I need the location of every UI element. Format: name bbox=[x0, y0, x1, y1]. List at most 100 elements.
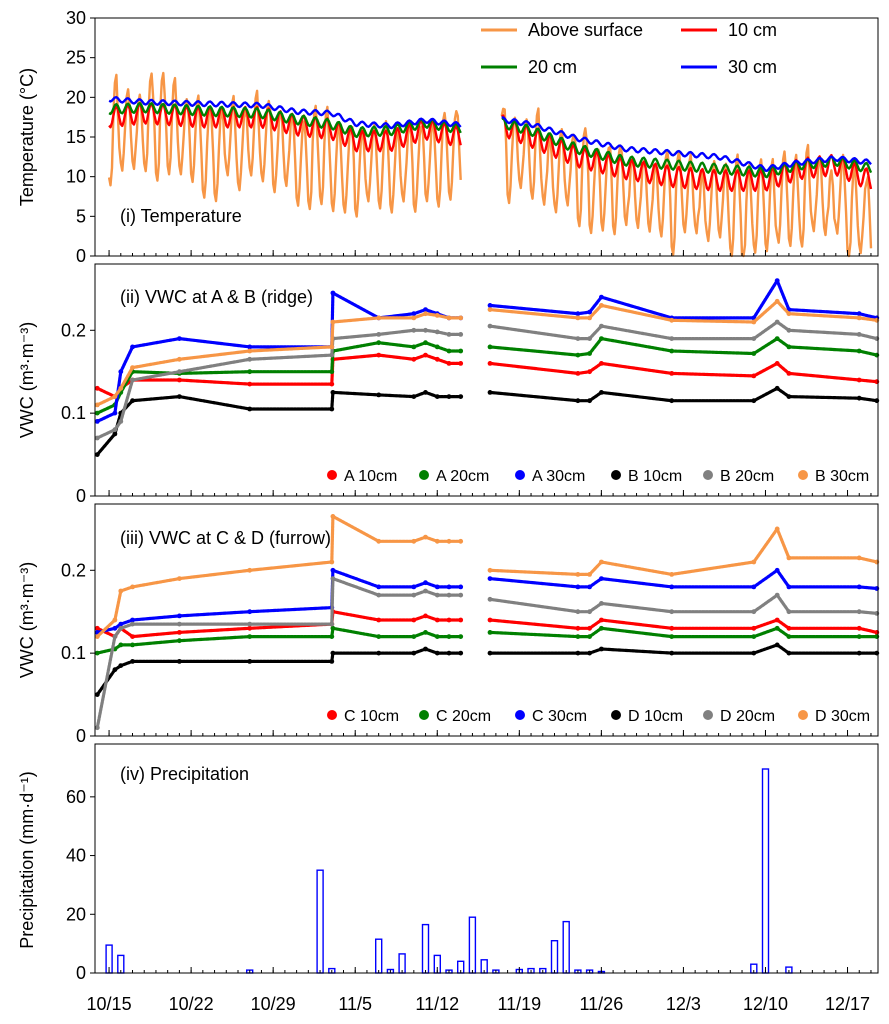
vwc-furrow-panel-title: (iii) VWC at C & D (furrow) bbox=[120, 528, 331, 548]
y-tick-label: 0.1 bbox=[61, 403, 86, 423]
legend-label-b-20cm: B 20cm bbox=[720, 468, 774, 485]
series-trace-d-20cm bbox=[95, 577, 879, 730]
legend-marker-c-10cm bbox=[327, 710, 337, 720]
y-tick-label: 30 bbox=[66, 8, 86, 28]
legend-label-d-30cm: D 30cm bbox=[815, 708, 870, 725]
x-tick-label: 12/17 bbox=[825, 994, 870, 1014]
x-tick-label: 12/3 bbox=[666, 994, 701, 1014]
precipitation-bar bbox=[550, 940, 559, 974]
y-tick-label: 0 bbox=[76, 486, 86, 506]
legend-marker-a-20cm bbox=[419, 470, 429, 480]
precipitation-panel-frame bbox=[94, 743, 879, 974]
vwc-furrow-panel-frame bbox=[94, 503, 879, 737]
vwc-ridge-panel: 0 0.1 0.2 (ii) VWC at A & B (ridge) VWC (m… bbox=[17, 263, 880, 506]
x-tick-label: 10/15 bbox=[87, 994, 132, 1014]
series-trace-b-10cm bbox=[95, 386, 879, 457]
y-tick-label: 20 bbox=[66, 904, 86, 924]
y-tick-label: 0 bbox=[76, 963, 86, 983]
legend-marker-d-10cm bbox=[611, 710, 621, 720]
legend-label-c-30cm: C 30cm bbox=[532, 708, 587, 725]
y-tick-label: 25 bbox=[66, 48, 86, 68]
series-b-20cm bbox=[94, 319, 880, 441]
date-x-axis: 10/15 10/22 10/29 11/5 11/12 11/19 11/26 12/3 12… bbox=[87, 250, 872, 1014]
precipitation-y-axis-label: Precipitation (mm·d⁻¹) bbox=[17, 771, 37, 949]
legend-label-a-10cm: A 10cm bbox=[344, 468, 397, 485]
series-line-30-cm bbox=[108, 96, 872, 172]
legend-marker-b-10cm bbox=[611, 470, 621, 480]
series-d-30cm bbox=[94, 514, 880, 639]
legend-label-c-10cm: C 10cm bbox=[344, 708, 399, 725]
vwc-ridge-plot-area bbox=[94, 278, 880, 457]
legend-marker-b-30cm bbox=[798, 470, 808, 480]
vwc-furrow-panel: 0 0.1 0.2 (iii) VWC at C & D (furrow) VWC … bbox=[17, 503, 880, 746]
series-trace-b-30cm bbox=[95, 299, 879, 407]
series-trace-c-20cm bbox=[95, 626, 879, 655]
y-tick-label: 0 bbox=[76, 726, 86, 746]
y-tick-label: 20 bbox=[66, 87, 86, 107]
y-tick-label: 0.2 bbox=[61, 560, 86, 580]
series-a-20cm bbox=[94, 336, 880, 416]
legend-label-b-30cm: B 30cm bbox=[815, 468, 869, 485]
temperature-panel-title: (i) Temperature bbox=[120, 206, 242, 226]
temperature-y-axis-label: Temperature (°C) bbox=[17, 68, 37, 206]
precipitation-panel: 0 20 40 60 (iv) Precipitation Precipitation… bbox=[17, 743, 879, 983]
x-tick-label: 12/10 bbox=[743, 994, 788, 1014]
y-tick-label: 60 bbox=[66, 787, 86, 807]
y-tick-label: 0 bbox=[76, 246, 86, 266]
precipitation-y-ticks: 0 20 40 60 bbox=[66, 787, 95, 983]
legend-label-20-cm: 20 cm bbox=[528, 57, 577, 77]
series-b-10cm bbox=[94, 385, 880, 457]
legend-marker-d-30cm bbox=[798, 710, 808, 720]
temperature-legend: Above surface 10 cm 20 cm 30 cm bbox=[481, 20, 777, 77]
legend-label-above-surface: Above surface bbox=[528, 20, 643, 40]
x-tick-label: 11/19 bbox=[497, 994, 541, 1014]
precipitation-bar bbox=[316, 869, 324, 974]
y-tick-label: 0.1 bbox=[61, 643, 86, 663]
x-tick-label: 11/5 bbox=[338, 994, 372, 1014]
y-tick-label: 5 bbox=[76, 206, 86, 226]
precipitation-panel-title: (iv) Precipitation bbox=[120, 764, 249, 784]
legend-marker-c-30cm bbox=[515, 710, 525, 720]
legend-label-d-20cm: D 20cm bbox=[720, 708, 775, 725]
vwc-ridge-y-ticks: 0 0.1 0.2 bbox=[61, 320, 95, 506]
legend-marker-a-10cm bbox=[327, 470, 337, 480]
vwc-ridge-legend: A 10cm A 20cm A 30cm B 10cm B 20cm B 30cm bbox=[327, 468, 869, 485]
legend-marker-a-30cm bbox=[515, 470, 525, 480]
legend-marker-b-20cm bbox=[703, 470, 713, 480]
y-tick-label: 15 bbox=[66, 127, 86, 147]
legend-label-a-20cm: A 20cm bbox=[436, 468, 489, 485]
precipitation-plot-area bbox=[105, 768, 793, 974]
series-trace-b-20cm bbox=[95, 320, 879, 440]
precipitation-bar bbox=[421, 923, 430, 974]
x-tick-label: 11/12 bbox=[415, 994, 459, 1014]
vwc-ridge-y-axis-label: VWC (m³·m⁻³) bbox=[17, 322, 37, 438]
precipitation-bar bbox=[468, 916, 477, 974]
series-trace-a-20cm bbox=[95, 337, 879, 415]
series-trace-c-10cm bbox=[95, 610, 879, 639]
vwc-furrow-plot-area bbox=[94, 514, 880, 731]
vwc-furrow-y-ticks: 0 0.1 0.2 bbox=[61, 560, 95, 746]
series-d-20cm bbox=[94, 576, 880, 731]
series-c-10cm bbox=[94, 609, 880, 639]
legend-label-b-10cm: B 10cm bbox=[628, 468, 682, 485]
y-tick-label: 10 bbox=[66, 167, 86, 187]
temperature-plot-area bbox=[107, 71, 873, 258]
y-tick-label: 40 bbox=[66, 846, 86, 866]
x-tick-label: 10/29 bbox=[251, 994, 296, 1014]
legend-marker-c-20cm bbox=[419, 710, 429, 720]
temperature-panel: 0 5 10 15 20 25 30 (i) Temperature Temperature… bbox=[17, 8, 879, 266]
legend-label-30-cm: 30 cm bbox=[728, 57, 777, 77]
vwc-ridge-panel-frame bbox=[94, 263, 879, 497]
y-tick-label: 0.2 bbox=[61, 320, 86, 340]
x-tick-label: 11/26 bbox=[580, 994, 624, 1014]
legend-marker-d-20cm bbox=[703, 710, 713, 720]
vwc-furrow-legend: C 10cm C 20cm C 30cm D 10cm D 20cm D 30cm bbox=[327, 708, 870, 725]
legend-label-d-10cm: D 10cm bbox=[628, 708, 683, 725]
series-b-30cm bbox=[94, 298, 880, 408]
vwc-ridge-panel-title: (ii) VWC at A & B (ridge) bbox=[120, 287, 313, 307]
series-c-20cm bbox=[94, 625, 880, 656]
legend-label-10-cm: 10 cm bbox=[728, 20, 777, 40]
temperature-y-ticks: 0 5 10 15 20 25 30 bbox=[66, 8, 95, 266]
x-tick-label: 10/22 bbox=[169, 994, 214, 1014]
